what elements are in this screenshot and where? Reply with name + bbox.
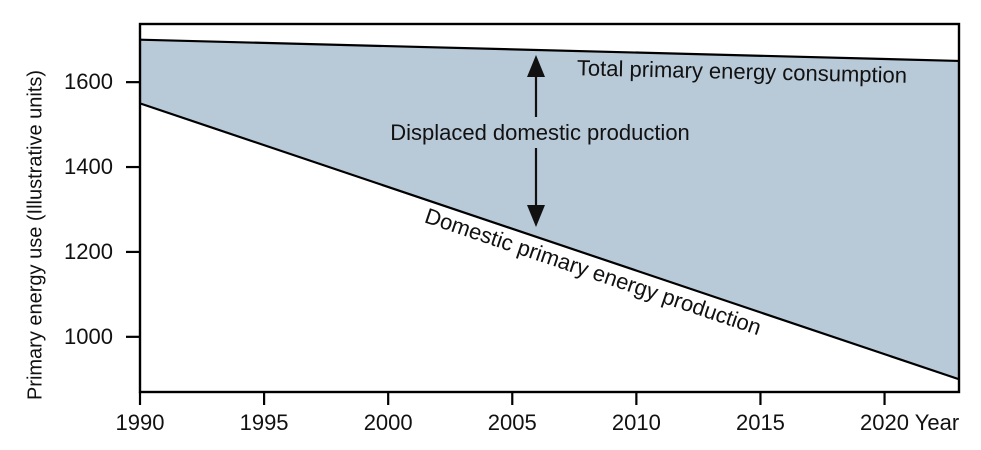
x-tick-label: 2005 bbox=[487, 410, 537, 435]
y-tick-label: 1600 bbox=[64, 69, 113, 95]
x-tick-label: 2020 bbox=[860, 410, 910, 435]
consumption-line bbox=[139, 38, 960, 63]
y-tick-label: 1000 bbox=[64, 323, 113, 349]
x-tick-label: 1990 bbox=[115, 410, 165, 435]
y-axis-ticks bbox=[126, 81, 140, 338]
y-tick-label: 1200 bbox=[64, 238, 113, 264]
x-tick-label: 1995 bbox=[239, 410, 289, 435]
production-line bbox=[139, 102, 960, 381]
plot-frame bbox=[138, 22, 961, 394]
x-axis-title: Year bbox=[914, 410, 960, 435]
x-axis-ticks bbox=[138, 392, 886, 405]
y-tick-label: 1400 bbox=[64, 154, 113, 180]
x-tick-label: 2010 bbox=[611, 410, 661, 435]
x-tick-label: 2000 bbox=[363, 410, 413, 435]
y-axis-title: Primary energy use (Illustrative units) bbox=[24, 69, 47, 401]
double-arrow-icon bbox=[527, 55, 545, 227]
x-tick-label: 2015 bbox=[735, 410, 785, 435]
displaced-area-fill bbox=[140, 39, 959, 380]
displaced-label: Displaced domestic production bbox=[390, 120, 690, 145]
